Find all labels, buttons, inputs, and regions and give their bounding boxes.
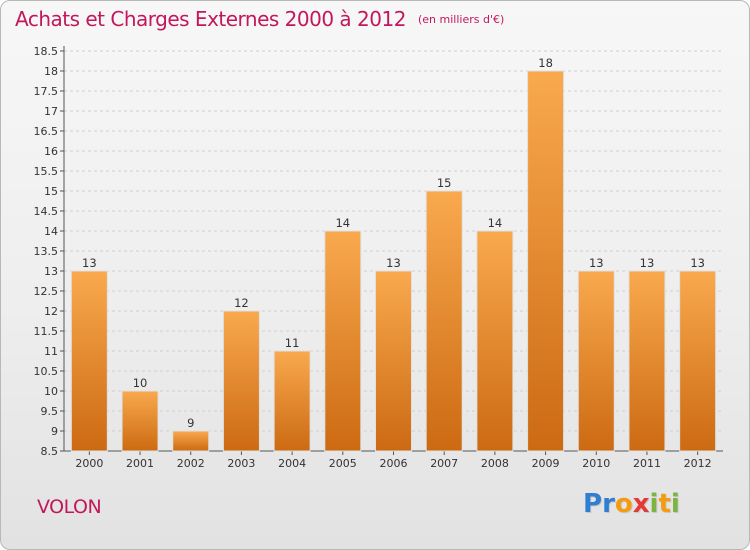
data-label: 13 bbox=[82, 256, 97, 270]
logo-letter: x bbox=[632, 489, 650, 519]
data-label: 18 bbox=[538, 56, 553, 70]
logo-letter: i bbox=[670, 489, 680, 519]
y-tick-label: 18.5 bbox=[34, 45, 59, 58]
x-tick-label: 2011 bbox=[633, 457, 661, 470]
x-tick-label: 2006 bbox=[380, 457, 408, 470]
data-label: 13 bbox=[640, 256, 655, 270]
y-tick-label: 14 bbox=[44, 225, 58, 238]
y-tick-label: 9 bbox=[51, 425, 58, 438]
y-tick-label: 12 bbox=[44, 305, 58, 318]
x-tick-label: 2010 bbox=[582, 457, 610, 470]
bar bbox=[628, 270, 666, 452]
y-tick-label: 10 bbox=[44, 385, 58, 398]
data-label: 9 bbox=[187, 416, 194, 430]
data-labels: 13 10 9 12 11 14 13 15 14 18 13 13 13 bbox=[82, 56, 705, 430]
bar bbox=[222, 310, 260, 452]
y-tick-label: 15.5 bbox=[34, 165, 59, 178]
proxiti-logo[interactable]: Proxiti bbox=[583, 489, 680, 519]
x-tick-label: 2008 bbox=[481, 457, 509, 470]
bar bbox=[70, 270, 108, 452]
bar bbox=[273, 350, 311, 452]
y-tick-label: 15 bbox=[44, 185, 58, 198]
y-tick-label: 11.5 bbox=[34, 325, 59, 338]
y-tick-label: 11 bbox=[44, 345, 58, 358]
x-tick-label: 2007 bbox=[430, 457, 458, 470]
x-tick-label: 2002 bbox=[177, 457, 205, 470]
data-label: 13 bbox=[386, 256, 401, 270]
x-tick-label: 2009 bbox=[532, 457, 560, 470]
logo-letter: r bbox=[602, 489, 615, 519]
chart-title: Achats et Charges Externes 2000 à 2012 bbox=[15, 7, 406, 31]
y-tick-label: 13.5 bbox=[34, 245, 59, 258]
bar bbox=[679, 270, 717, 452]
x-tick-label: 2005 bbox=[329, 457, 357, 470]
bar bbox=[121, 390, 159, 452]
y-tick-label: 13 bbox=[44, 265, 58, 278]
y-tick-label: 10.5 bbox=[34, 365, 59, 378]
x-tick-label: 2004 bbox=[278, 457, 306, 470]
bar bbox=[172, 430, 210, 452]
x-tick-label: 2001 bbox=[126, 457, 154, 470]
x-tick-label: 2000 bbox=[75, 457, 103, 470]
logo-letter: t bbox=[658, 489, 671, 519]
data-label: 10 bbox=[133, 376, 148, 390]
data-label: 13 bbox=[589, 256, 604, 270]
commune-name: VOLON bbox=[37, 496, 102, 518]
y-tick-label: 14.5 bbox=[34, 205, 59, 218]
bar bbox=[577, 270, 615, 452]
bar bbox=[375, 270, 412, 452]
bars bbox=[70, 70, 717, 452]
data-label: 11 bbox=[285, 336, 300, 350]
y-tick-label: 9.5 bbox=[41, 405, 59, 418]
y-tick-label: 17 bbox=[44, 105, 58, 118]
logo-letter: i bbox=[649, 489, 659, 519]
y-tick-label: 18 bbox=[44, 65, 58, 78]
y-tick-label: 12.5 bbox=[34, 285, 59, 298]
data-label: 14 bbox=[335, 216, 350, 230]
bar bbox=[527, 70, 565, 452]
y-tick-label: 8.5 bbox=[41, 445, 59, 458]
data-label: 13 bbox=[690, 256, 705, 270]
logo-letter: o bbox=[614, 489, 633, 519]
y-tick-label: 17.5 bbox=[34, 85, 59, 98]
bar bbox=[425, 190, 463, 452]
data-label: 12 bbox=[234, 296, 249, 310]
y-tick-label: 16 bbox=[44, 145, 58, 158]
y-tick-label: 16.5 bbox=[34, 125, 59, 138]
data-label: 14 bbox=[488, 216, 503, 230]
data-label: 15 bbox=[437, 176, 452, 190]
logo-letter: P bbox=[583, 489, 603, 519]
bar bbox=[324, 230, 362, 452]
bar bbox=[476, 230, 514, 452]
x-tick-label: 2012 bbox=[684, 457, 712, 470]
x-tick-label: 2003 bbox=[227, 457, 255, 470]
chart-subtitle: (en milliers d'€) bbox=[418, 13, 505, 26]
